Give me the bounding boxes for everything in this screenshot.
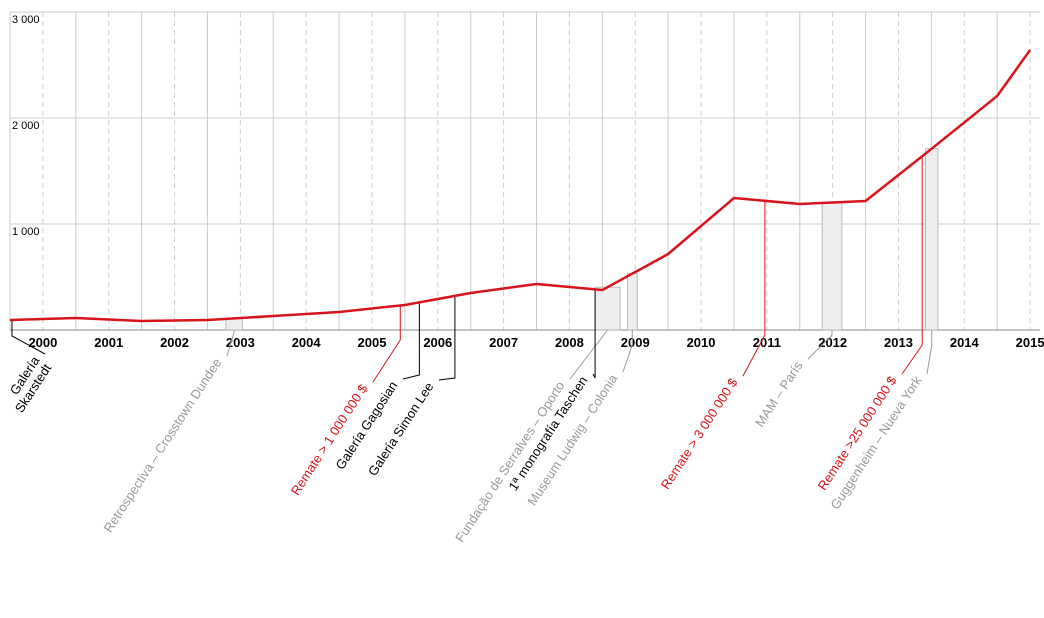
x-tick-label: 2000 [28, 335, 57, 350]
leader-line [372, 305, 401, 383]
annotation-label: Galería Simon Lee [365, 379, 437, 478]
leader-line [926, 330, 933, 375]
leader-line [569, 329, 608, 380]
leader-line [901, 156, 923, 375]
y-tick-label: 3 000 [12, 14, 40, 26]
event-span [821, 202, 843, 331]
y-tick-label: 2 000 [12, 120, 40, 132]
annotation-line: Galería Simon Lee [365, 379, 437, 478]
x-tick-label: 2013 [884, 335, 913, 350]
leader-line [742, 200, 766, 377]
leader-line [807, 330, 833, 360]
annotation-label: GaleríaSkarstedt [0, 353, 55, 415]
annotation-label: MAM – París [752, 358, 806, 430]
leader-line [226, 330, 235, 357]
x-tick-label: 2001 [94, 335, 123, 350]
x-tick-label: 2007 [489, 335, 518, 350]
event-span [925, 148, 939, 331]
x-tick-label: 2014 [950, 335, 980, 350]
annotation-label: Remate > 3 000 000 $ [658, 375, 741, 492]
leader-line [622, 330, 633, 373]
x-tick-label: 2004 [292, 335, 322, 350]
leader-line [402, 302, 420, 380]
event-span [594, 286, 621, 331]
annotation-line: Retrospectiva – Crosstown Dundee [101, 355, 225, 535]
x-tick-label: 2006 [423, 335, 452, 350]
x-tick-label: 2003 [226, 335, 255, 350]
event-span [225, 318, 243, 331]
x-tick-label: 2010 [687, 335, 716, 350]
x-tick-label: 2005 [358, 335, 387, 350]
leader-line [592, 289, 596, 379]
leader-line [438, 295, 456, 381]
x-tick-label: 2008 [555, 335, 584, 350]
x-tick-label: 2011 [753, 335, 781, 350]
annotation-label: Retrospectiva – Crosstown Dundee [101, 355, 225, 535]
event-span [626, 273, 638, 331]
annotation-line: Remate > 3 000 000 $ [658, 375, 741, 492]
x-tick-label: 2015 [1016, 335, 1044, 350]
x-tick-label: 2002 [160, 335, 189, 350]
x-tick-label: 2009 [621, 335, 650, 350]
data-line [9, 49, 1032, 323]
x-tick-label: 2012 [818, 335, 847, 350]
annotation-line: MAM – París [752, 358, 806, 430]
leader-line [11, 319, 46, 355]
y-tick-label: 1 000 [12, 226, 40, 238]
